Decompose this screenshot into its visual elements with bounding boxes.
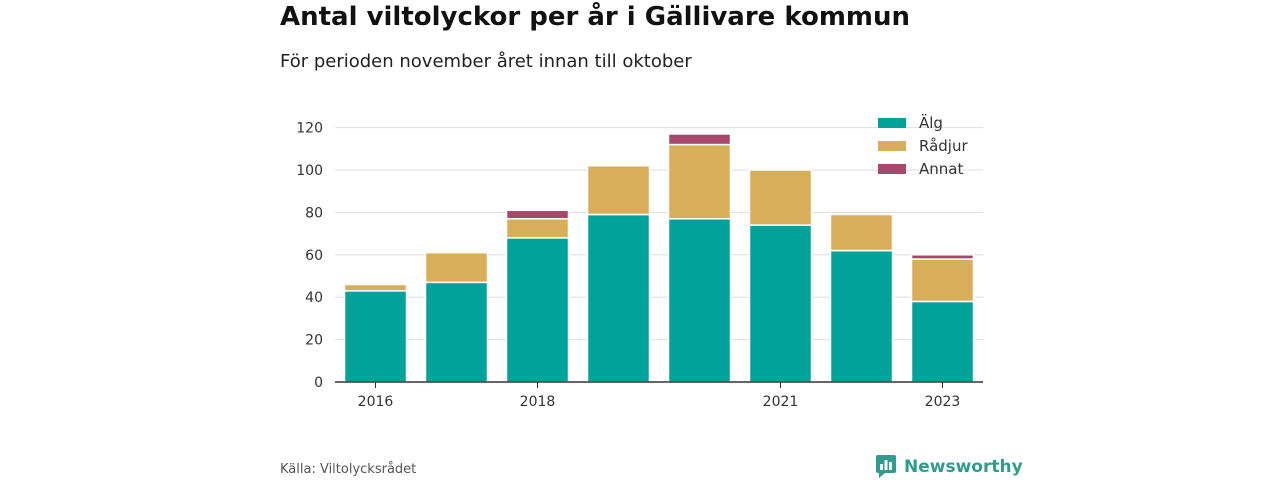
bar-annat <box>667 133 732 146</box>
legend-swatch-alg <box>878 118 906 128</box>
bar-radjur <box>343 283 408 292</box>
x-tick-label: 2023 <box>925 394 961 410</box>
y-tick-label: 0 <box>314 375 323 391</box>
source-note: Källa: Viltolycksrådet <box>280 462 417 477</box>
bar-alg <box>586 213 651 383</box>
chart-title: Antal viltolyckor per år i Gällivare kom… <box>280 2 911 32</box>
brand-logo: Newsworthy <box>876 455 1023 479</box>
x-tick-label: 2018 <box>520 394 556 410</box>
legend-label-radjur: Rådjur <box>919 137 968 155</box>
legend-label-alg: Älg <box>919 113 943 132</box>
bar-alg <box>910 300 975 383</box>
y-tick-label: 120 <box>296 121 323 137</box>
brand-name: Newsworthy <box>904 457 1023 477</box>
bar-alg <box>505 237 570 383</box>
bar-radjur <box>586 165 651 216</box>
bar-annat <box>505 209 570 220</box>
y-tick-label: 80 <box>305 205 323 221</box>
y-tick-label: 60 <box>305 248 323 264</box>
legend-swatch-radjur <box>878 141 906 151</box>
x-tick-label: 2021 <box>763 394 799 410</box>
bar-alg <box>667 218 732 383</box>
y-tick-label: 100 <box>296 163 323 179</box>
bar-radjur <box>667 143 732 220</box>
bar-radjur <box>829 213 894 252</box>
y-tick-label: 20 <box>305 333 323 349</box>
bar-alg <box>748 224 813 383</box>
newsworthy-logo-icon <box>876 455 896 478</box>
x-tick-label: 2016 <box>358 394 394 410</box>
bar-alg <box>424 281 489 383</box>
bar-annat <box>910 254 975 260</box>
stacked-bar-chart: 0 20 40 60 80 100 120 2016 2018 2021 2023 Älg Rådjur… <box>296 113 983 410</box>
chart-subtitle: För perioden november året innan till ok… <box>280 51 692 72</box>
legend-swatch-annat <box>878 164 906 174</box>
bar-radjur <box>748 169 813 226</box>
bar-alg <box>829 249 894 383</box>
bar-radjur <box>505 218 570 239</box>
bar-radjur <box>910 258 975 303</box>
y-tick-label: 40 <box>305 290 323 306</box>
bar-radjur <box>424 251 489 284</box>
legend-label-annat: Annat <box>919 160 963 178</box>
bar-alg <box>343 290 408 383</box>
